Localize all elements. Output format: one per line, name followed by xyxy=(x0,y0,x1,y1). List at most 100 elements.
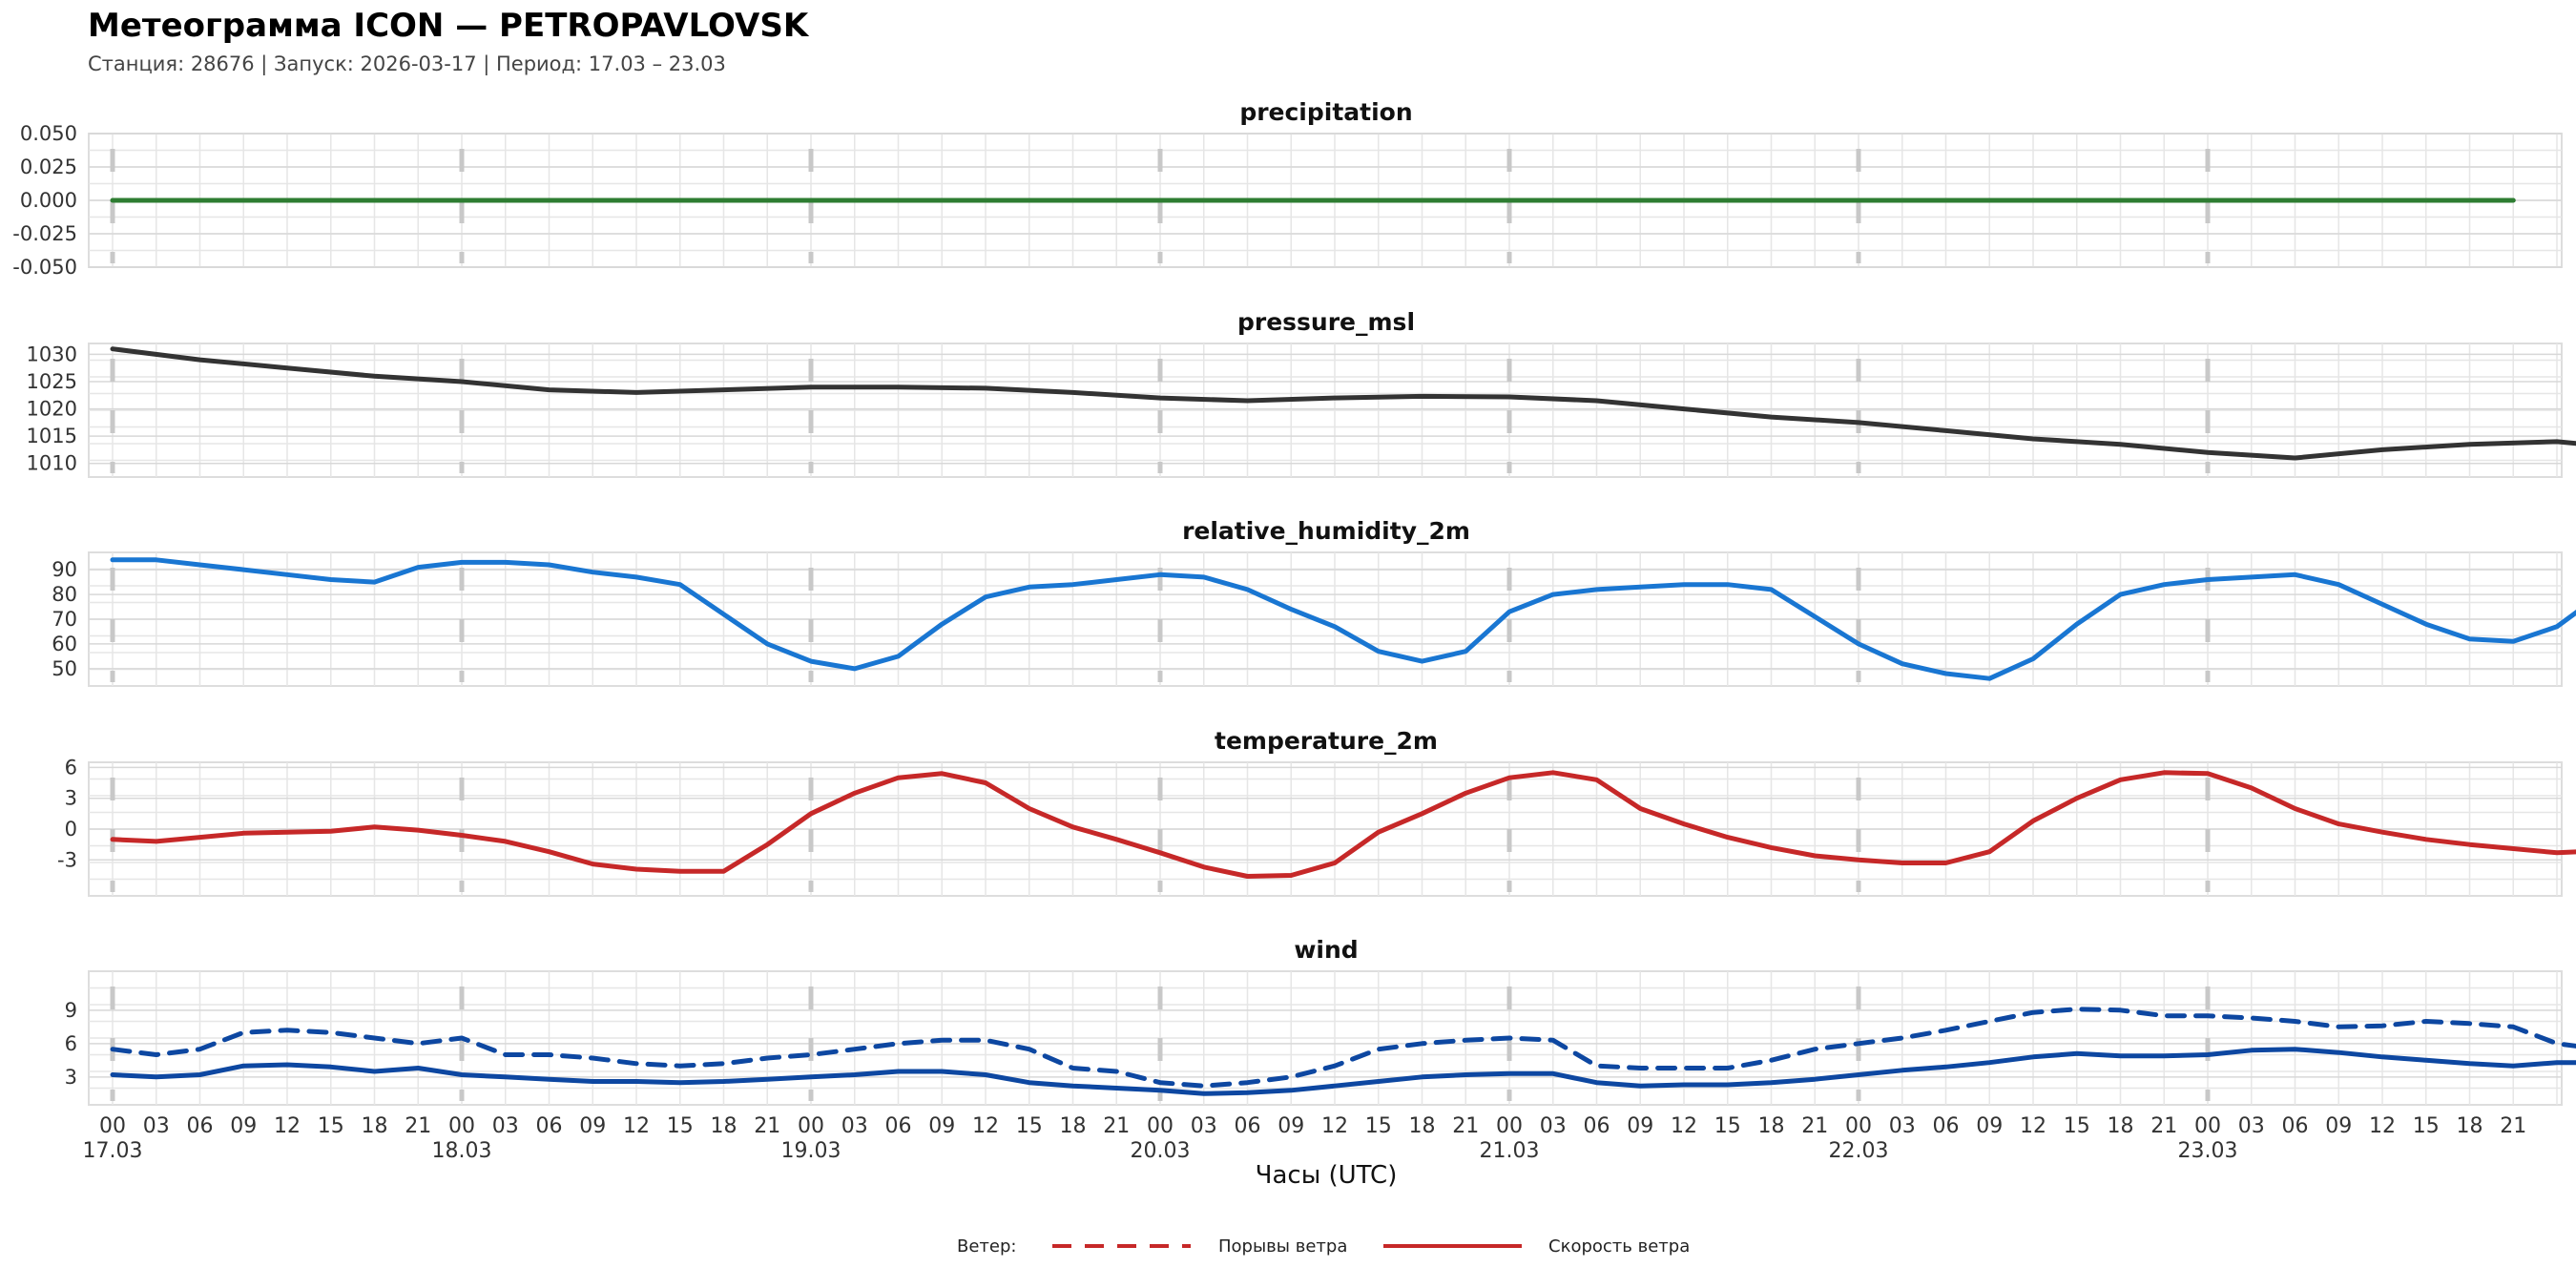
panels: 0.050 0.025 0.000 -0.025 -0.050 precipitation… xyxy=(12,98,2576,1106)
x-tick-day: 22.03 xyxy=(1829,1139,1889,1163)
x-tick-hour: 18 xyxy=(1758,1114,1785,1138)
x-tick-hour: 21 xyxy=(754,1114,780,1138)
x-tick-hour: 09 xyxy=(1976,1114,2003,1138)
y-tick-label: -0.050 xyxy=(12,256,77,279)
y-tick-label: -0.025 xyxy=(12,222,77,245)
y-tick-label: 1010 xyxy=(27,452,77,475)
y-tick-label: 0.025 xyxy=(20,156,77,178)
x-tick-hour: 18 xyxy=(2457,1114,2483,1138)
x-tick-hour: 06 xyxy=(2282,1114,2309,1138)
y-tick-label: 90 xyxy=(52,558,77,581)
x-tick-hour: 15 xyxy=(1016,1114,1043,1138)
x-tick-hour: 21 xyxy=(1452,1114,1479,1138)
x-tick-hour: 12 xyxy=(274,1114,301,1138)
x-tick-hour: 09 xyxy=(2325,1114,2352,1138)
x-tick-hour: 12 xyxy=(972,1114,999,1138)
x-tick-hour: 09 xyxy=(230,1114,257,1138)
y-tick-label: 0.000 xyxy=(20,189,77,212)
series-line-pressure_msl xyxy=(110,346,2576,461)
x-tick-hour: 03 xyxy=(1191,1114,1217,1138)
x-tick-hour: 00 xyxy=(99,1114,126,1138)
x-tick-hour: 06 xyxy=(1584,1114,1610,1138)
y-tick-label: 1030 xyxy=(27,343,77,365)
x-tick-day: 17.03 xyxy=(83,1139,143,1163)
legend-item-speed: Скорость ветра xyxy=(1548,1236,1690,1257)
x-tick-hour: 21 xyxy=(2150,1114,2177,1138)
y-tick-label: 0 xyxy=(65,818,77,841)
y-tick-label: 50 xyxy=(52,657,77,680)
panel-pressure_msl: 1030 1025 1020 1015 1010 pressure_msl xyxy=(27,308,2576,478)
x-tick-hour: 09 xyxy=(928,1114,955,1138)
x-tick-hour: 15 xyxy=(2413,1114,2440,1138)
x-tick-hour: 00 xyxy=(1147,1114,1174,1138)
x-tick-hour: 03 xyxy=(2238,1114,2265,1138)
panel-title: temperature_2m xyxy=(1215,727,1438,755)
x-tick-hour: 21 xyxy=(1103,1114,1130,1138)
x-tick-day: 19.03 xyxy=(781,1139,841,1163)
x-tick-hour: 03 xyxy=(841,1114,868,1138)
x-tick-hour: 06 xyxy=(1933,1114,1960,1138)
series-line-temperature_2m xyxy=(110,770,2576,879)
legend-title: Ветер: xyxy=(957,1236,1016,1257)
y-tick-label: 3 xyxy=(65,1066,77,1089)
x-tick-hour: 03 xyxy=(492,1114,519,1138)
y-tick-label: 60 xyxy=(52,633,77,655)
panel-title: relative_humidity_2m xyxy=(1182,517,1470,545)
x-tick-hour: 12 xyxy=(623,1114,650,1138)
x-tick-hour: 21 xyxy=(1801,1114,1828,1138)
legend: Ветер: Порывы ветра Скорость ветра xyxy=(957,1236,1690,1257)
page-subtitle: Станция: 28676 | Запуск: 2026-03-17 | Пе… xyxy=(88,52,726,76)
y-tick-label: -3 xyxy=(57,848,77,871)
x-tick-day: 21.03 xyxy=(1480,1139,1540,1163)
x-tick-hour: 00 xyxy=(798,1114,824,1138)
x-tick-hour: 15 xyxy=(1714,1114,1741,1138)
y-tick-label: 0.050 xyxy=(20,122,77,145)
panel-wind: 9 6 3 wind xyxy=(65,936,2576,1106)
x-tick-hour: 12 xyxy=(1321,1114,1348,1138)
x-tick-day: 23.03 xyxy=(2178,1139,2238,1163)
x-tick-hour: 06 xyxy=(536,1114,563,1138)
y-tick-label: 3 xyxy=(65,787,77,810)
x-tick-hour: 18 xyxy=(711,1114,737,1138)
x-tick-hour: 00 xyxy=(1496,1114,1523,1138)
x-tick-hour: 18 xyxy=(1409,1114,1436,1138)
y-tick-label: 6 xyxy=(65,756,77,779)
x-tick-hour: 03 xyxy=(1889,1114,1916,1138)
series-line-wind-dashed xyxy=(110,1007,2576,1089)
x-tick-hour: 06 xyxy=(1235,1114,1261,1138)
y-tick-label: 9 xyxy=(65,999,77,1022)
series-line-relative_humidity_2m xyxy=(110,557,2576,681)
page-title: Метеограмма ICON — PETROPAVLOVSK xyxy=(88,7,810,45)
x-tick-hour: 12 xyxy=(1671,1114,1697,1138)
x-axis-label: Часы (UTC) xyxy=(1256,1161,1398,1190)
x-tick-day: 20.03 xyxy=(1131,1139,1191,1163)
panel-title: wind xyxy=(1294,936,1358,964)
y-tick-label: 6 xyxy=(65,1032,77,1055)
y-tick-label: 1015 xyxy=(27,425,77,447)
x-tick-hour: 21 xyxy=(405,1114,431,1138)
y-tick-label: 1020 xyxy=(27,398,77,421)
x-tick-day: 18.03 xyxy=(432,1139,492,1163)
x-tick-hour: 18 xyxy=(362,1114,388,1138)
x-tick-hour: 06 xyxy=(187,1114,214,1138)
x-tick-hour: 03 xyxy=(143,1114,170,1138)
y-tick-label: 1025 xyxy=(27,370,77,393)
x-tick-hour: 00 xyxy=(448,1114,475,1138)
panel-title: pressure_msl xyxy=(1237,308,1415,336)
x-tick-hour: 15 xyxy=(667,1114,694,1138)
x-tick-hour: 09 xyxy=(1278,1114,1304,1138)
panel-title: precipitation xyxy=(1239,98,1412,126)
panel-precipitation: 0.050 0.025 0.000 -0.025 -0.050 precipitation xyxy=(12,98,2563,279)
x-tick-hour: 00 xyxy=(1845,1114,1872,1138)
y-tick-label: 80 xyxy=(52,583,77,606)
legend-item-gusts: Порывы ветра xyxy=(1218,1236,1347,1257)
x-tick-hour: 03 xyxy=(1540,1114,1567,1138)
x-tick-hour: 12 xyxy=(2020,1114,2046,1138)
x-tick-hour: 00 xyxy=(2194,1114,2221,1138)
x-tick-hour: 09 xyxy=(579,1114,606,1138)
x-tick-hour: 18 xyxy=(1060,1114,1087,1138)
x-tick-hour: 12 xyxy=(2369,1114,2396,1138)
